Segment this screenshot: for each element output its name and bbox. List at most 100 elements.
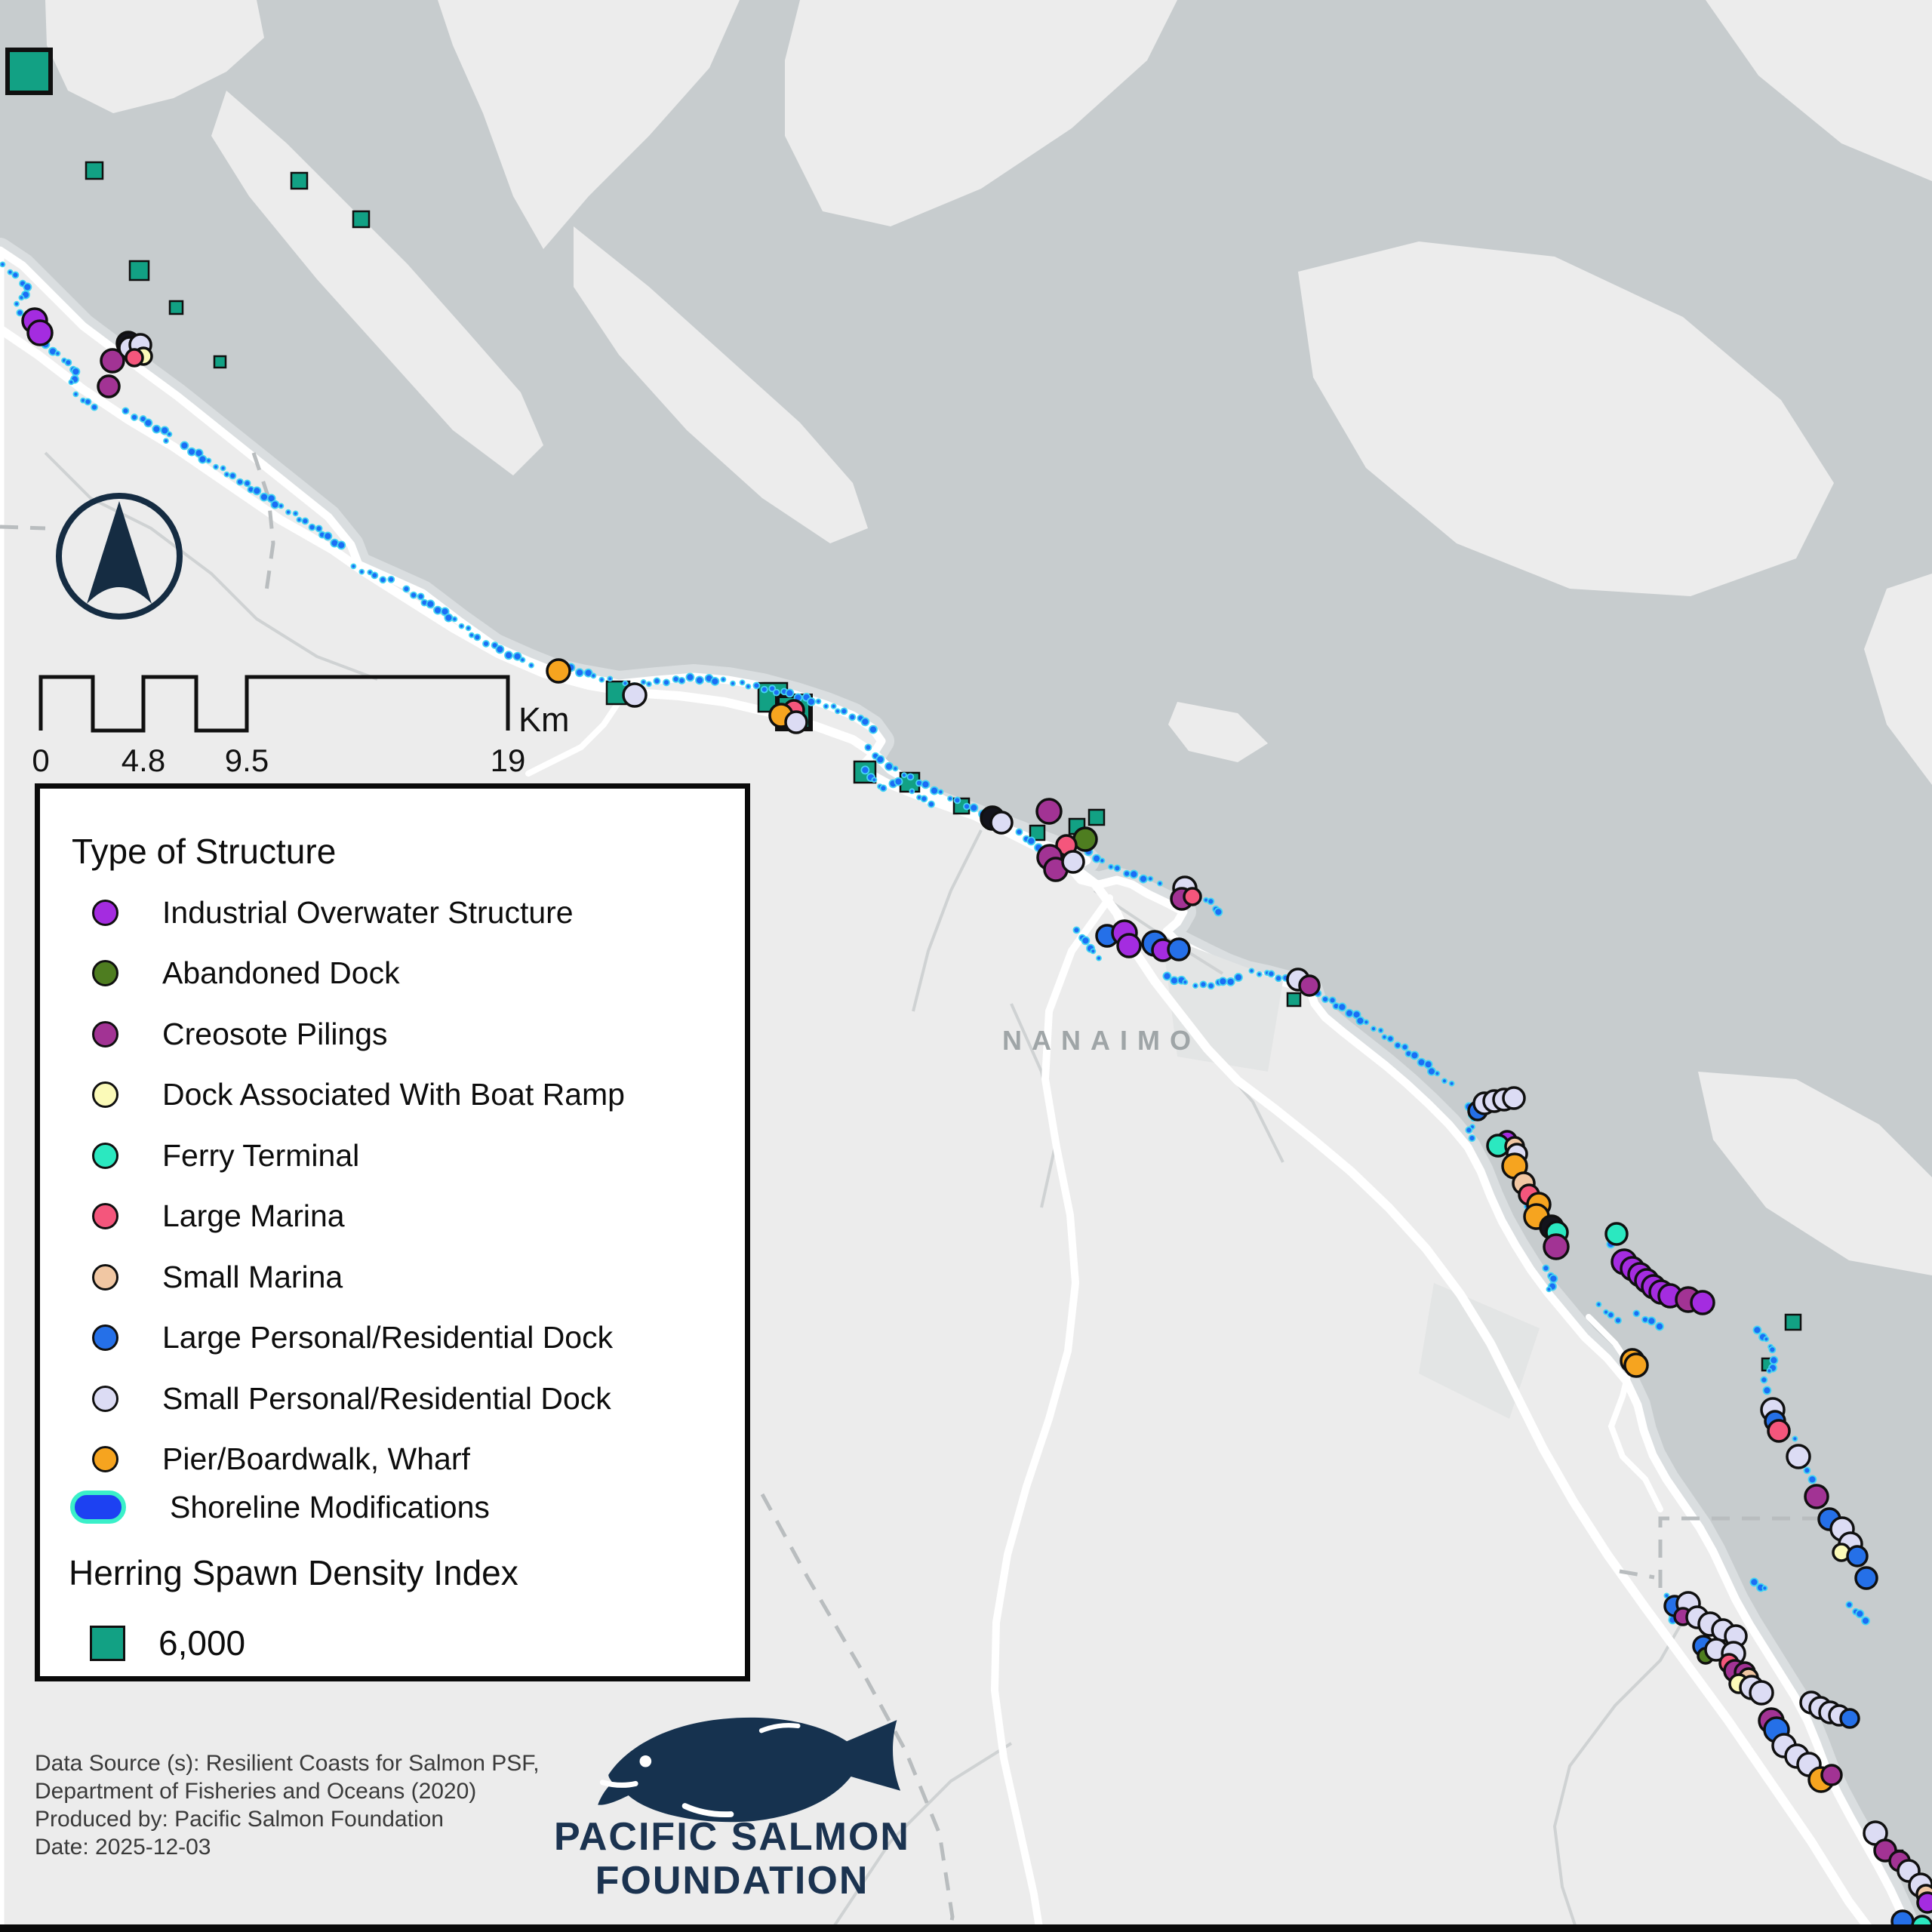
shoreline-modification-dot <box>469 632 475 638</box>
shoreline-modification-dot <box>685 672 695 682</box>
shoreline-modification-dot <box>663 678 670 687</box>
legend-item-label: Pier/Boardwalk, Wharf <box>162 1441 470 1477</box>
marker-ferry <box>1604 1222 1629 1246</box>
shoreline-modification-dot <box>379 576 387 584</box>
shoreline-modification-dot <box>1542 1264 1550 1272</box>
shoreline-modification-dot <box>473 633 481 641</box>
shoreline-modification-dot <box>840 707 848 715</box>
shoreline-modification-dot <box>745 683 752 690</box>
shoreline-modification-dot <box>807 697 816 706</box>
shoreline-modification-dot <box>187 447 196 457</box>
shoreline-modification-dot <box>1226 977 1235 986</box>
logo-wordmark-line2: FOUNDATION <box>595 1859 869 1903</box>
legend-row-creosote: Creosote Pilings <box>40 1004 745 1065</box>
shoreline-modification-dot <box>1147 875 1154 882</box>
shoreline-modification-dot <box>1139 874 1148 884</box>
shoreline-modification-dot <box>1345 1008 1354 1018</box>
shoreline-modification-dot <box>871 777 878 783</box>
shoreline-modification-dot <box>1761 1585 1768 1592</box>
herring-spawn-square <box>352 210 371 229</box>
marker-creosote <box>1298 974 1321 997</box>
shoreline-modification-dot <box>739 679 746 686</box>
shoreline-modification-dot <box>864 743 872 752</box>
herring-spawn-square <box>85 161 104 180</box>
attribution-line: Department of Fisheries and Oceans (2020… <box>35 1779 477 1804</box>
shoreline-modification-dot <box>1763 1336 1770 1343</box>
shoreline-modification-dot <box>1807 1475 1817 1484</box>
shoreline-modification-dot <box>1607 1311 1615 1319</box>
shoreline-modification-dot <box>590 672 597 679</box>
shoreline-modification-dot <box>166 431 173 438</box>
scale-bar <box>38 675 510 733</box>
shoreline-modification-dot <box>315 525 323 533</box>
shoreline-modification-dot <box>465 625 472 632</box>
shoreline-modification-dot <box>583 668 593 678</box>
scalebar-tick-3: 19 <box>490 743 526 778</box>
shoreline-modification-dot <box>1549 1274 1558 1284</box>
legend-row-ferry: Ferry Terminal <box>40 1125 745 1186</box>
legend-item-label: Shoreline Modifications <box>170 1489 490 1524</box>
shoreline-modification-dot <box>519 657 526 663</box>
shoreline-modification-dot <box>417 592 425 601</box>
shoreline-modification-dot <box>308 523 316 531</box>
shoreline-modification-dot <box>1108 863 1114 870</box>
shoreline-modification-dot <box>1157 880 1163 887</box>
shoreline-modification-dot <box>1434 1070 1441 1077</box>
shoreline-modification-dot <box>894 777 903 786</box>
shoreline-modification-dot <box>969 803 979 813</box>
legend-item-label: Abandoned Dock <box>162 955 400 991</box>
map-legend: Type of Structure Industrial Overwater S… <box>35 783 750 1681</box>
shoreline-modification-dot <box>358 568 365 575</box>
shoreline-modification-dot <box>720 676 727 683</box>
shoreline-modification-dot <box>458 623 465 629</box>
shoreline-modification-dot <box>760 685 768 694</box>
shoreline-modification-dot <box>710 676 720 686</box>
shoreline-modification-dot <box>835 708 841 715</box>
shoreline-modification-dot <box>947 795 953 801</box>
shoreline-modification-dot <box>1546 1286 1552 1293</box>
shoreline-modification-dot <box>1207 982 1215 990</box>
shoreline-modification-dot <box>0 261 6 268</box>
shoreline-modification-dot <box>1123 869 1131 878</box>
shoreline-modification-dot <box>860 717 870 727</box>
shoreline-modification-dot <box>1129 869 1139 879</box>
shoreline-modification-dot <box>1394 1041 1401 1049</box>
shoreline-modification-dot <box>1096 955 1102 961</box>
marker-creosote <box>97 374 121 398</box>
shoreline-modification-dot <box>830 703 837 709</box>
shoreline-modification-dot <box>301 517 309 525</box>
shoreline-modification-dot <box>451 616 458 623</box>
shoreline-modification-dot <box>1603 1309 1609 1315</box>
shoreline-modification-dot <box>1170 976 1179 986</box>
herring-density-swatch <box>90 1625 125 1661</box>
shoreline-modification-dot <box>205 457 212 464</box>
shoreline-modification-dot <box>84 398 92 406</box>
legend-item-label: Dock Associated With Boat Ramp <box>162 1077 625 1112</box>
shoreline-modification-dot <box>848 713 857 721</box>
shoreline-modification-dot <box>223 471 230 478</box>
attribution-line: Date: 2025-12-03 <box>35 1835 211 1860</box>
map-frame-bottom <box>0 1924 1932 1932</box>
north-arrow <box>56 493 183 620</box>
shoreline-modification-dot <box>1218 977 1228 986</box>
legend-row-small-marina: Small Marina <box>40 1247 745 1308</box>
psf-salmon-logo-icon <box>598 1717 901 1823</box>
shoreline-modification-dot <box>1614 1316 1622 1324</box>
shoreline-modification-dot <box>928 800 935 808</box>
shoreline-modification-dot <box>143 418 153 428</box>
shoreline-modification-dot <box>252 486 262 496</box>
shoreline-modification-dot <box>236 478 244 486</box>
herring-spawn-square <box>290 171 309 190</box>
legend-row-large-dock: Large Personal/Residential Dock <box>40 1308 745 1369</box>
shoreline-modification-dot <box>598 676 605 683</box>
shoreline-modification-dot <box>1410 1051 1420 1060</box>
shoreline-modification-dot <box>54 350 61 357</box>
shoreline-modification-dot <box>387 575 395 583</box>
shoreline-modification-dot <box>1275 974 1282 983</box>
shoreline-modification-dot <box>909 788 915 795</box>
shoreline-modification-dot <box>426 599 435 609</box>
shoreline-modification-dot <box>921 780 931 789</box>
shoreline-modification-dot <box>16 309 24 317</box>
legend-item-label: Ferry Terminal <box>162 1137 360 1173</box>
shoreline-modification-dot <box>1162 971 1172 981</box>
